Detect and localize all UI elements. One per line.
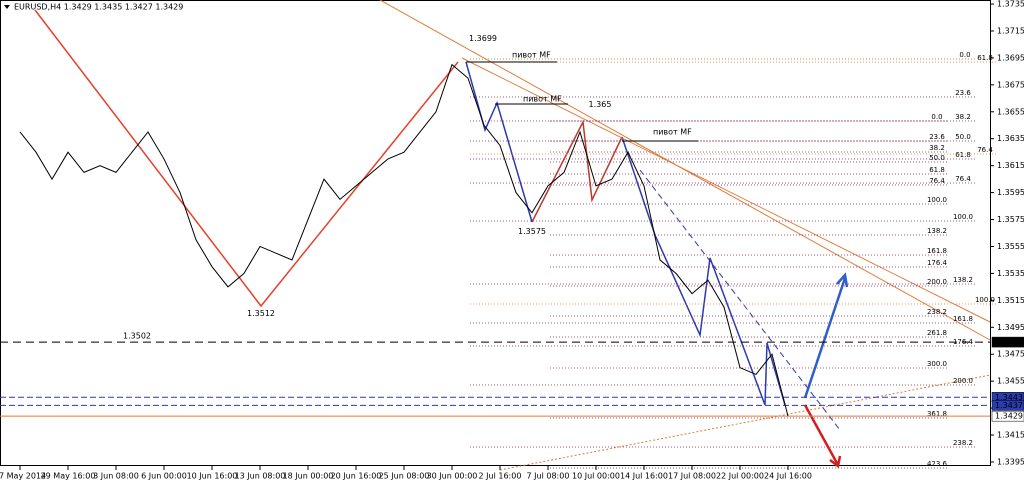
fib-label: 300.0 bbox=[927, 360, 947, 368]
y-tick-label: 1.3555 bbox=[997, 242, 1024, 251]
x-tick-label: 29 May 16:00 bbox=[41, 472, 96, 481]
fib-label: 38.2 bbox=[955, 113, 971, 121]
fib-label: 23.6 bbox=[929, 133, 945, 141]
zigzag bbox=[34, 9, 459, 308]
x-tick-label: 18 Jun 00:00 bbox=[283, 472, 334, 481]
y-tick-label: 1.3475 bbox=[997, 350, 1024, 359]
x-tick-label: 13 Jun 08:00 bbox=[235, 472, 286, 481]
forecast-arrow bbox=[803, 277, 847, 399]
point-label: 1.3699 bbox=[469, 34, 497, 43]
price-tag bbox=[991, 400, 1024, 411]
channel-line bbox=[639, 169, 841, 431]
y-tick-label: 1.3535 bbox=[997, 269, 1024, 278]
zigzag bbox=[531, 119, 623, 223]
forecast-arrow bbox=[803, 404, 840, 466]
fib-label: 23.6 bbox=[955, 89, 971, 97]
price-tag-label: 1.3443 bbox=[995, 393, 1023, 402]
plot-frame bbox=[0, 0, 991, 466]
fib-label: 361.8 bbox=[927, 410, 947, 418]
x-tick-label: 7 Jul 08:00 bbox=[527, 472, 570, 481]
fib-label: 100.0 bbox=[953, 213, 973, 221]
y-tick-label: 1.3695 bbox=[997, 53, 1024, 62]
x-tick-label: 6 Jun 00:00 bbox=[141, 472, 187, 481]
price-tag bbox=[991, 410, 1024, 422]
arrow-head bbox=[836, 272, 849, 288]
fib-label: 238.2 bbox=[953, 439, 973, 447]
y-tick-label: 1.3715 bbox=[997, 26, 1024, 35]
zigzag bbox=[621, 136, 786, 406]
y-tick-label: 1.3575 bbox=[997, 215, 1024, 224]
fib-label: 50.0 bbox=[955, 133, 971, 141]
fib-label: 0.0 bbox=[931, 113, 942, 121]
symbol-icon bbox=[4, 5, 10, 9]
fib-label: 261.8 bbox=[927, 329, 947, 337]
price-tag-label: 1.3484 bbox=[995, 338, 1023, 347]
trend-line bbox=[461, 57, 991, 323]
x-tick-label: 10 Jul 00:00 bbox=[572, 472, 620, 481]
point-label: 1.3512 bbox=[247, 309, 275, 318]
zigzag bbox=[465, 61, 533, 223]
fib-label: 200.0 bbox=[953, 377, 973, 385]
y-tick-label: 1.3675 bbox=[997, 80, 1024, 89]
fib-label: 138.2 bbox=[927, 227, 947, 235]
x-tick-label: 24 Jul 16:00 bbox=[764, 472, 812, 481]
fib-label: 76.4 bbox=[929, 177, 945, 185]
price-tag-label: 1.3429 bbox=[995, 412, 1023, 421]
x-tick-label: 27 May 2014 bbox=[0, 472, 46, 481]
x-tick-label: 14 Jul 16:00 bbox=[620, 472, 668, 481]
fib-label: 100.0 bbox=[927, 196, 947, 204]
x-tick-label: 3 Jun 08:00 bbox=[93, 472, 139, 481]
y-tick-label: 1.3415 bbox=[997, 431, 1024, 440]
y-tick-label: 1.3595 bbox=[997, 188, 1024, 197]
price-line bbox=[19, 63, 789, 417]
x-tick-label: 22 Jul 00:00 bbox=[716, 472, 764, 481]
x-tick-label: 10 Jun 16:00 bbox=[187, 472, 238, 481]
fib-label: 200.0 bbox=[927, 278, 947, 286]
y-tick-label: 1.3515 bbox=[997, 296, 1024, 305]
x-tick-label: 17 Jul 08:00 bbox=[668, 472, 716, 481]
y-tick-label: 1.3615 bbox=[997, 161, 1024, 170]
point-label: 1.3502 bbox=[123, 331, 151, 340]
analysis-lines bbox=[34, 0, 991, 471]
x-tick-label: 30 Jun 00:00 bbox=[427, 472, 478, 481]
pivot-label: пивот MF bbox=[512, 51, 551, 60]
fib-label: 423.6 bbox=[927, 460, 948, 468]
y-tick-label: 1.3735 bbox=[997, 0, 1024, 9]
chart-title: EURUSD,H4 1.3429 1.3435 1.3427 1.3429 bbox=[14, 3, 183, 12]
fib-label: 0.0 bbox=[959, 51, 970, 59]
y-tick-label: 1.3455 bbox=[997, 377, 1024, 386]
fib-label: 138.2 bbox=[953, 276, 973, 284]
fib-label: 61.8 bbox=[955, 151, 971, 159]
y-tick-label: 1.3635 bbox=[997, 134, 1024, 143]
x-tick-label: 2 Jul 16:00 bbox=[479, 472, 522, 481]
price-tag bbox=[991, 336, 1024, 348]
y-tick-label: 1.3395 bbox=[997, 457, 1024, 466]
fib-label: 238.2 bbox=[927, 308, 947, 316]
y-tick-label: 1.3655 bbox=[997, 107, 1024, 116]
fib-label: 76.4 bbox=[977, 146, 993, 154]
fib-label: 100.0 bbox=[975, 296, 995, 304]
x-tick-label: 20 Jun 16:00 bbox=[331, 472, 382, 481]
trend-line bbox=[499, 374, 991, 471]
fib-label: 161.8 bbox=[953, 315, 973, 323]
price-tag-label: 1.3437 bbox=[995, 401, 1023, 410]
fib-label: 50.0 bbox=[929, 154, 945, 162]
fib-label: 38.2 bbox=[929, 144, 945, 152]
fib-label: 61.8 bbox=[929, 166, 945, 174]
fib-label: 76.4 bbox=[955, 175, 971, 183]
y-tick-label: 1.3495 bbox=[997, 323, 1024, 332]
point-label: 1.3575 bbox=[518, 227, 546, 236]
x-tick-label: 25 Jun 08:00 bbox=[379, 472, 430, 481]
pivot-label: пивот MF bbox=[653, 128, 692, 137]
arrow-head bbox=[829, 455, 842, 469]
fib-label: 61.8 bbox=[977, 54, 993, 62]
fib-label: 176.4 bbox=[927, 259, 948, 267]
fib-label: 161.8 bbox=[927, 247, 947, 255]
point-label: 1.365 bbox=[589, 100, 612, 109]
pivot-label: пивот MF bbox=[523, 95, 562, 104]
